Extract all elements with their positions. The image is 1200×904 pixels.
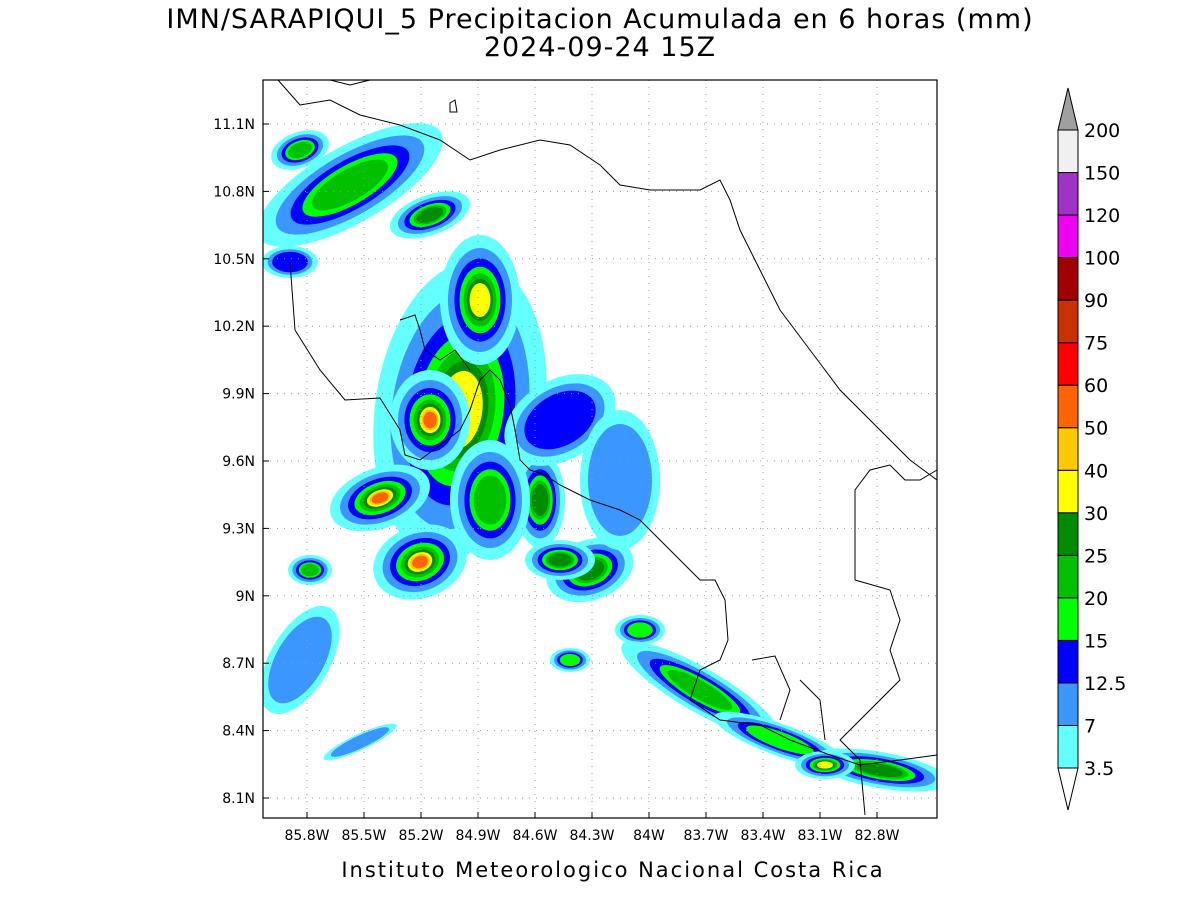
colorbar-box <box>1057 639 1079 684</box>
rain-contour <box>559 653 581 667</box>
lon-label: 85.5W <box>341 828 386 844</box>
lat-label: 9.9N <box>222 387 255 403</box>
title: IMN/SARAPIQUI_5 Precipitacion Acumulada … <box>166 4 1033 35</box>
colorbar-label: 30 <box>1084 503 1108 525</box>
rain-contour <box>667 669 733 711</box>
colorbar-box <box>1057 427 1079 471</box>
colorbar-label: 50 <box>1084 418 1108 440</box>
coastline <box>751 655 791 721</box>
colorbar-label: 150 <box>1084 163 1120 185</box>
lon-label: 84W <box>633 828 665 844</box>
colorbar-label: 25 <box>1084 545 1108 567</box>
colorbar-over <box>1057 87 1079 131</box>
colorbar-box <box>1057 342 1079 386</box>
border <box>854 464 938 580</box>
lon-label: 82.8W <box>854 828 899 844</box>
rain-contour <box>817 761 833 769</box>
colorbar-box <box>1057 554 1079 599</box>
map-frame <box>262 79 938 819</box>
lon-label: 84.3W <box>569 828 614 844</box>
subtitle: 2024-09-24 15Z <box>484 32 716 63</box>
axis-labels: 11.1N 10.8N 10.5N 10.2N 9.9N 9.6N 9.3N 9N 8.7N 8.… <box>213 117 899 844</box>
lon-label: 83.4W <box>740 828 785 844</box>
lat-label: 10.5N <box>213 252 255 268</box>
lon-label: 85.8W <box>284 828 329 844</box>
lat-label: 9N <box>236 589 255 605</box>
rain-contour <box>423 411 437 429</box>
rain-contour <box>548 553 572 567</box>
lat-label: 9.3N <box>222 521 255 537</box>
rain-contour <box>416 207 444 223</box>
coastlines <box>277 79 938 816</box>
lat-label: 8.7N <box>222 656 255 672</box>
graticule <box>263 80 937 818</box>
colorbar-label: 90 <box>1084 290 1108 312</box>
footer: Instituto Meteorologico Nacional Costa R… <box>341 858 884 882</box>
colorbar-label: 40 <box>1084 460 1108 482</box>
colorbar-box <box>1057 214 1079 259</box>
colorbar: 3.5 7 12.5 15 20 25 30 40 50 60 75 90 100 120 150 200 <box>1057 87 1126 811</box>
colorbar-label: 12.5 <box>1084 673 1126 695</box>
precipitation-field <box>263 123 937 792</box>
colorbar-box <box>1057 682 1079 726</box>
lat-label: 10.8N <box>213 184 255 200</box>
colorbar-label: 3.5 <box>1084 758 1114 780</box>
island <box>449 99 458 113</box>
colorbar-box <box>1057 724 1079 769</box>
lon-label: 83.1W <box>797 828 842 844</box>
coastline <box>289 261 938 766</box>
lon-label: 83.7W <box>683 828 728 844</box>
rain-contour <box>330 727 390 757</box>
colorbar-box <box>1057 172 1079 216</box>
coastline <box>277 79 938 481</box>
rain-contour <box>469 282 491 318</box>
rain-contour <box>300 563 320 577</box>
rain-contour <box>412 555 428 569</box>
colorbar-box <box>1057 469 1079 514</box>
rain-contour <box>531 484 549 516</box>
rain-contour <box>588 424 652 536</box>
rain-contour <box>311 159 389 211</box>
colorbar-label: 7 <box>1084 715 1096 737</box>
colorbar-under <box>1057 767 1079 811</box>
colorbar-box <box>1057 257 1079 301</box>
rain-contour <box>371 492 389 504</box>
colorbar-label: 120 <box>1084 205 1120 227</box>
lat-label: 10.2N <box>213 319 255 335</box>
colorbar-label: 75 <box>1084 333 1108 355</box>
colorbar-box <box>1057 129 1079 174</box>
rain-contour <box>746 725 814 755</box>
lat-label: 11.1N <box>213 117 255 133</box>
lat-label: 9.6N <box>222 454 255 470</box>
colorbar-box <box>1057 384 1079 429</box>
rain-contour <box>268 616 332 704</box>
rain-contour <box>627 622 653 638</box>
colorbar-box <box>1057 512 1079 556</box>
border <box>839 579 901 816</box>
lat-label: 8.4N <box>222 724 255 740</box>
lat-label: 8.1N <box>222 791 255 807</box>
colorbar-label: 20 <box>1084 588 1108 610</box>
colorbar-box <box>1057 299 1079 344</box>
border <box>399 314 471 371</box>
coastline <box>329 79 371 86</box>
coastline <box>799 679 826 741</box>
rain-contour <box>857 762 903 778</box>
colorbar-box <box>1057 597 1079 641</box>
rain-contour <box>473 475 507 525</box>
colorbar-label: 100 <box>1084 248 1120 270</box>
colorbar-label: 60 <box>1084 375 1108 397</box>
colorbar-label: 200 <box>1084 120 1120 142</box>
lon-label: 85.2W <box>398 828 443 844</box>
lon-label: 84.6W <box>512 828 557 844</box>
rain-contour <box>288 141 312 159</box>
lon-label: 84.9W <box>455 828 500 844</box>
rain-contour <box>524 390 596 450</box>
colorbar-label: 15 <box>1084 630 1108 652</box>
